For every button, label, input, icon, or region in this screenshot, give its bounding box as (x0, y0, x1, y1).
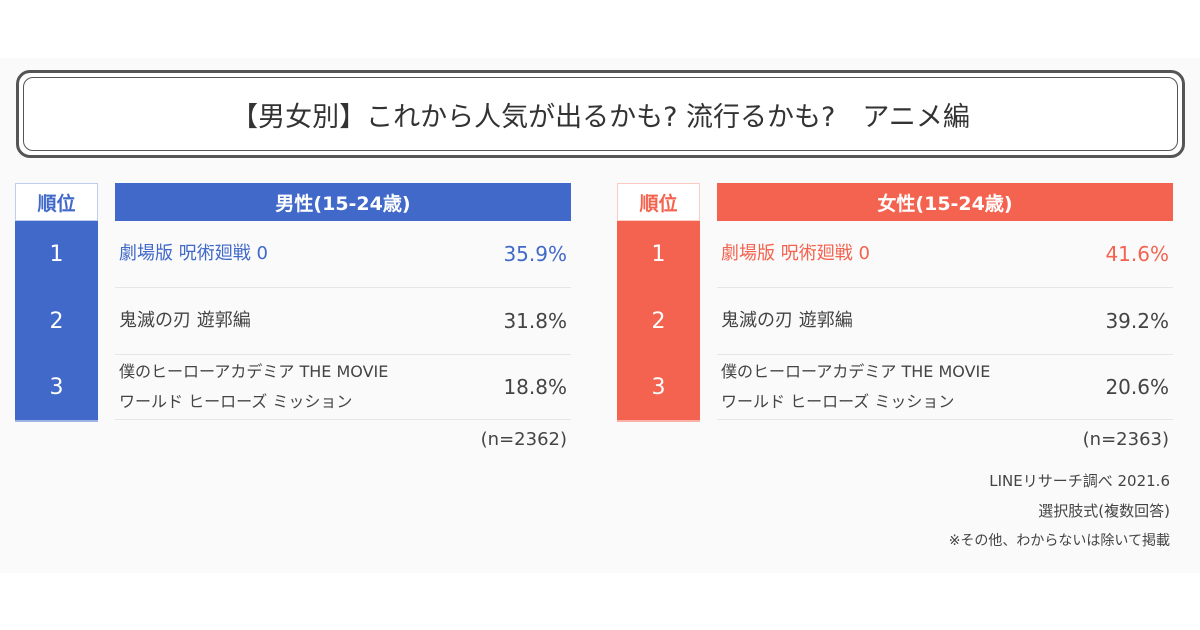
table-row: 僕のヒーローアカデミア THE MOVIE ワールド ヒーローズ ミッション 18.… (115, 355, 571, 420)
anime-title: 鬼滅の刃 遊郭編 (717, 306, 853, 336)
percentage: 39.2% (1105, 309, 1169, 333)
rank-cell: 2 (617, 288, 700, 357)
rank-cell: 1 (617, 221, 700, 290)
group-header: 女性(15-24歳) (717, 183, 1173, 221)
table-row: 劇場版 呪術廻戦 0 35.9% (115, 221, 571, 288)
source-note: LINEリサーチ調べ 2021.6 (989, 472, 1170, 490)
rank-cell: 3 (617, 355, 700, 422)
anime-title-line: 僕のヒーローアカデミア THE MOVIE (721, 362, 991, 381)
anime-title-line: 僕のヒーローアカデミア THE MOVIE (119, 362, 389, 381)
anime-title: 劇場版 呪術廻戦 0 (717, 239, 870, 269)
anime-title-line: 劇場版 呪術廻戦 0 (119, 243, 268, 264)
percentage: 35.9% (503, 242, 567, 266)
anime-title-line: 劇場版 呪術廻戦 0 (721, 243, 870, 264)
anime-title-line: ワールド ヒーローズ ミッション (721, 392, 955, 411)
table-row: 鬼滅の刃 遊郭編 39.2% (717, 288, 1173, 355)
exclusion-note: ※その他、わからないは除いて掲載 (948, 533, 1170, 549)
table-row: 劇場版 呪術廻戦 0 41.6% (717, 221, 1173, 288)
rank-cell: 3 (15, 355, 98, 422)
anime-title-line: 鬼滅の刃 遊郭編 (721, 310, 853, 331)
percentage: 18.8% (503, 375, 567, 399)
rank-cell: 1 (15, 221, 98, 290)
page-title: 【男女別】これから人気が出るかも? 流行るかも? アニメ編 (23, 77, 1178, 151)
rank-header: 順位 (617, 183, 700, 221)
anime-title-line: ワールド ヒーローズ ミッション (119, 392, 353, 411)
table-row: 鬼滅の刃 遊郭編 31.8% (115, 288, 571, 355)
percentage: 41.6% (1105, 242, 1169, 266)
sample-size: (n=2363) (1082, 429, 1169, 450)
group-header: 男性(15-24歳) (115, 183, 571, 221)
title-box: 【男女別】これから人気が出るかも? 流行るかも? アニメ編 (16, 70, 1185, 158)
anime-title: 僕のヒーローアカデミア THE MOVIE ワールド ヒーローズ ミッション (115, 357, 388, 417)
anime-title: 僕のヒーローアカデミア THE MOVIE ワールド ヒーローズ ミッション (717, 357, 990, 417)
anime-title: 劇場版 呪術廻戦 0 (115, 239, 268, 269)
sample-size: (n=2362) (480, 429, 567, 450)
rank-cell: 2 (15, 288, 98, 357)
percentage: 20.6% (1105, 375, 1169, 399)
anime-title: 鬼滅の刃 遊郭編 (115, 306, 251, 336)
percentage: 31.8% (503, 309, 567, 333)
method-note: 選択肢式(複数回答) (1038, 502, 1170, 520)
anime-title-line: 鬼滅の刃 遊郭編 (119, 310, 251, 331)
rank-header: 順位 (15, 183, 98, 221)
table-row: 僕のヒーローアカデミア THE MOVIE ワールド ヒーローズ ミッション 20.… (717, 355, 1173, 420)
